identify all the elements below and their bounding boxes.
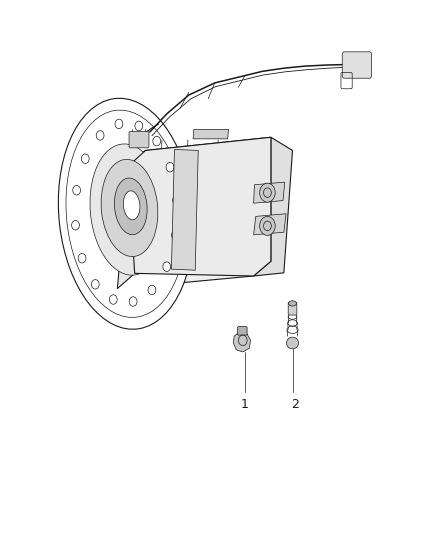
Circle shape: [115, 119, 123, 128]
Ellipse shape: [90, 144, 166, 275]
Circle shape: [129, 297, 137, 306]
Circle shape: [173, 196, 180, 205]
Circle shape: [172, 230, 179, 240]
Circle shape: [73, 185, 81, 195]
Circle shape: [166, 163, 174, 172]
FancyBboxPatch shape: [288, 302, 297, 315]
Polygon shape: [254, 214, 286, 235]
Circle shape: [153, 136, 161, 146]
FancyBboxPatch shape: [342, 52, 372, 78]
Circle shape: [92, 280, 99, 289]
Polygon shape: [117, 261, 271, 289]
Ellipse shape: [114, 178, 147, 235]
Circle shape: [71, 221, 79, 230]
Circle shape: [81, 154, 89, 164]
Circle shape: [96, 131, 104, 140]
Polygon shape: [254, 138, 293, 276]
Ellipse shape: [58, 98, 194, 329]
Circle shape: [78, 254, 86, 263]
Circle shape: [260, 216, 275, 236]
FancyBboxPatch shape: [237, 327, 247, 335]
Polygon shape: [128, 138, 271, 276]
Ellipse shape: [286, 337, 299, 349]
Polygon shape: [254, 182, 285, 203]
Ellipse shape: [289, 301, 297, 306]
Polygon shape: [233, 333, 251, 352]
Circle shape: [135, 121, 143, 131]
Ellipse shape: [101, 159, 158, 256]
Text: 1: 1: [241, 398, 249, 411]
Polygon shape: [128, 138, 271, 166]
Ellipse shape: [124, 191, 140, 220]
Circle shape: [110, 295, 117, 304]
Text: 2: 2: [291, 398, 299, 411]
Circle shape: [260, 183, 275, 202]
Circle shape: [148, 285, 156, 295]
Circle shape: [163, 262, 171, 271]
Polygon shape: [117, 150, 145, 289]
Polygon shape: [193, 130, 229, 139]
Polygon shape: [171, 149, 198, 270]
FancyBboxPatch shape: [129, 132, 149, 148]
